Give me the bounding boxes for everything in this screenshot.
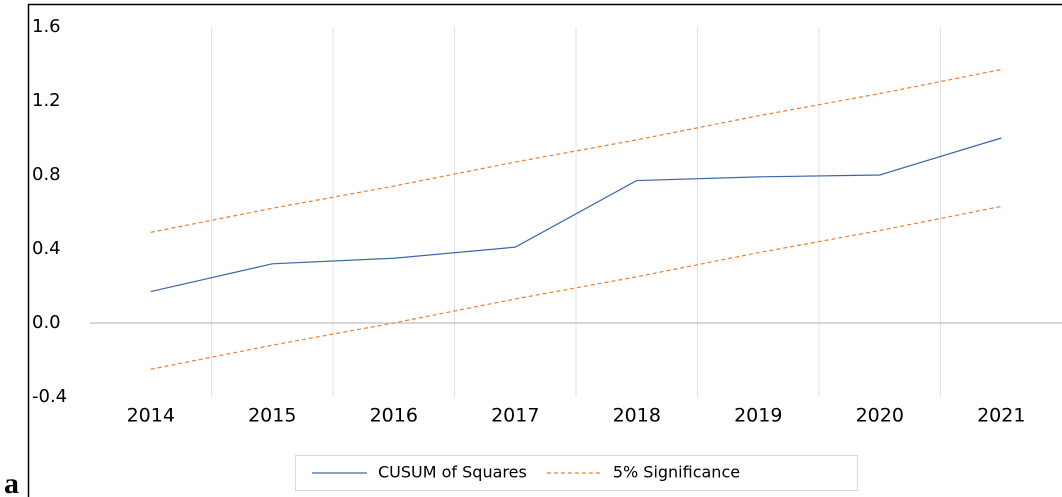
legend-label: 5% Significance	[613, 463, 740, 482]
panel-label: a	[4, 467, 19, 497]
x-tick-label: 2015	[248, 405, 296, 427]
legend-label: CUSUM of Squares	[378, 463, 527, 482]
y-tick-label: 0.0	[32, 312, 61, 333]
y-tick-label: 1.6	[32, 16, 61, 37]
y-tick-label: 0.8	[32, 164, 61, 185]
series-line	[150, 205, 1002, 370]
y-tick-label: 0.4	[32, 238, 61, 259]
chart-frame	[27, 3, 1062, 497]
x-tick-label: 2018	[613, 405, 661, 427]
series-line	[150, 68, 1002, 233]
x-tick-label: 2016	[370, 405, 418, 427]
x-tick-label: 2017	[491, 405, 539, 427]
x-tick-label: 2020	[856, 405, 904, 427]
x-tick-label: 2019	[734, 405, 782, 427]
y-tick-label: 1.2	[32, 90, 61, 111]
series-line	[150, 137, 1002, 293]
y-tick-label: -0.4	[32, 386, 67, 407]
x-tick-label: 2021	[977, 405, 1025, 427]
x-tick-label: 2014	[127, 405, 175, 427]
